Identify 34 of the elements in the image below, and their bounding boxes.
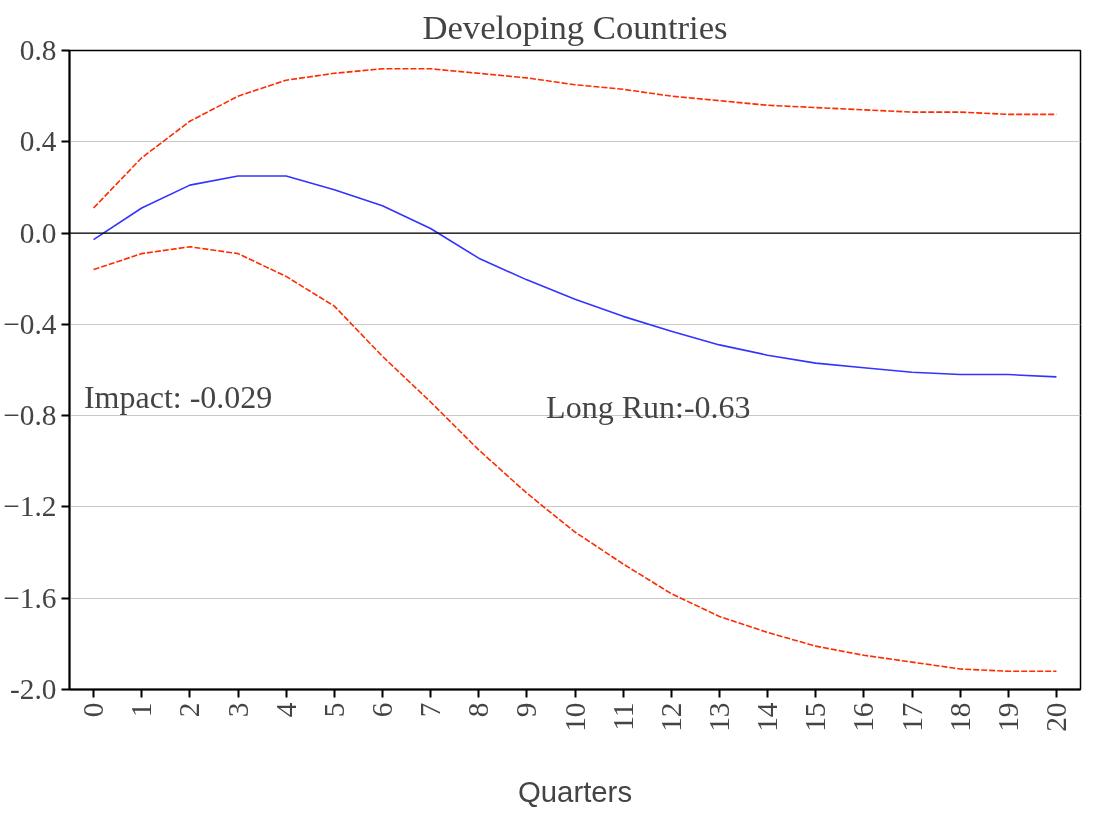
- x-tick-label: 18: [943, 702, 976, 732]
- y-tick-label: −0.8: [3, 399, 57, 432]
- y-tick-label: -2.0: [10, 673, 57, 705]
- x-tick-label: 0: [77, 702, 110, 718]
- x-tick-label: 4: [269, 702, 302, 718]
- annotation: Long Run:-0.63: [546, 388, 751, 425]
- x-tick-label: 16: [847, 702, 880, 732]
- x-tick-label: 10: [558, 702, 591, 732]
- x-tick-label: 6: [365, 702, 398, 718]
- chart-title: Developing Countries: [422, 7, 728, 46]
- y-tick-label: −0.4: [3, 307, 57, 340]
- x-tick-label: 3: [221, 702, 254, 718]
- x-tick-label: 1: [125, 702, 158, 718]
- y-tick-label: 0.8: [19, 34, 57, 66]
- y-tick-label: 0.4: [19, 125, 57, 158]
- annotation: Impact: -0.029: [83, 379, 273, 416]
- x-tick-label: 15: [799, 702, 832, 732]
- x-tick-label: 20: [1039, 702, 1072, 732]
- x-tick-label: 14: [751, 702, 784, 732]
- line-series: [92, 175, 1058, 378]
- x-tick-label: 17: [895, 702, 928, 732]
- y-tick-label: −1.2: [3, 490, 57, 523]
- x-tick-label: 5: [317, 702, 350, 718]
- x-tick-label: 2: [173, 702, 206, 718]
- x-tick-label: 9: [510, 702, 543, 718]
- y-tick-label: 0.0: [19, 216, 57, 249]
- x-tick-label: 13: [702, 702, 735, 732]
- x-tick-label: 11: [606, 702, 639, 731]
- x-tick-label: 12: [654, 702, 687, 732]
- x-tick-label: 7: [414, 702, 447, 718]
- y-tick-label: −1.6: [3, 581, 57, 614]
- x-tick-label: 8: [462, 702, 495, 718]
- x-axis-title: Quarters: [517, 774, 633, 808]
- x-tick-label: 19: [991, 702, 1024, 732]
